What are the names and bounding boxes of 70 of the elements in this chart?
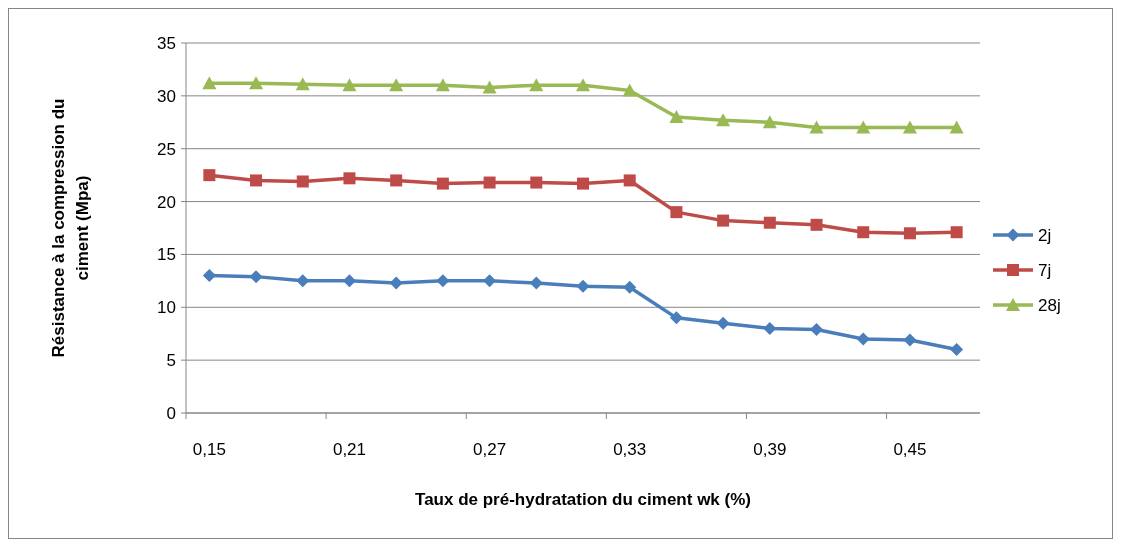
y-tick-label: 0 bbox=[166, 403, 176, 423]
point bbox=[203, 169, 216, 182]
point bbox=[950, 226, 963, 239]
point bbox=[296, 274, 310, 288]
legend-label: 28j bbox=[1038, 295, 1061, 315]
point bbox=[949, 120, 964, 134]
x-tick-label: 0,33 bbox=[613, 440, 647, 459]
legend-label: 7j bbox=[1038, 260, 1052, 280]
x-tick-label: 0,45 bbox=[893, 440, 927, 459]
x-tick-label: 0,39 bbox=[753, 440, 787, 459]
point bbox=[250, 174, 263, 187]
point bbox=[482, 80, 497, 94]
point bbox=[810, 322, 824, 336]
point bbox=[809, 120, 824, 134]
point bbox=[716, 316, 730, 330]
y-axis-title: Résistance à la compression du ciment (Mpa) bbox=[49, 98, 92, 358]
y-tick-label: 10 bbox=[157, 298, 176, 318]
point bbox=[762, 115, 777, 129]
point bbox=[389, 78, 404, 92]
point bbox=[576, 78, 590, 92]
point bbox=[903, 227, 916, 240]
point bbox=[296, 175, 309, 188]
point bbox=[623, 280, 637, 294]
y-tick-label: 30 bbox=[157, 86, 176, 106]
point bbox=[670, 206, 683, 219]
point bbox=[295, 77, 310, 91]
point bbox=[902, 120, 917, 134]
point bbox=[483, 176, 496, 189]
point bbox=[202, 76, 217, 90]
point bbox=[249, 270, 263, 284]
point bbox=[763, 216, 776, 229]
point bbox=[576, 279, 590, 293]
point bbox=[202, 269, 216, 283]
point bbox=[529, 78, 544, 92]
point bbox=[717, 214, 730, 227]
point bbox=[950, 343, 964, 357]
point bbox=[483, 274, 497, 288]
point bbox=[856, 332, 870, 346]
point bbox=[342, 78, 357, 92]
y-tick-label: 20 bbox=[157, 192, 176, 212]
x-tick-label: 0,21 bbox=[332, 440, 367, 459]
legend-label: 2j bbox=[1038, 225, 1052, 245]
point bbox=[763, 321, 777, 335]
x-tick-label: 0,15 bbox=[192, 440, 226, 459]
x-tick-label: 0,27 bbox=[473, 440, 507, 459]
point bbox=[810, 218, 823, 231]
point bbox=[342, 274, 356, 288]
point bbox=[529, 276, 543, 290]
y-tick-label: 25 bbox=[157, 139, 176, 159]
point bbox=[857, 226, 870, 239]
point bbox=[436, 274, 450, 288]
point bbox=[435, 78, 450, 92]
y-tick-label: 5 bbox=[166, 351, 176, 371]
point bbox=[903, 333, 917, 347]
point bbox=[623, 174, 636, 187]
point bbox=[389, 276, 403, 290]
point bbox=[669, 311, 683, 325]
point bbox=[622, 83, 637, 97]
point bbox=[577, 177, 589, 190]
y-tick-label: 35 bbox=[157, 33, 176, 53]
point bbox=[436, 177, 449, 190]
point bbox=[249, 76, 264, 90]
point bbox=[856, 120, 871, 134]
point bbox=[530, 176, 543, 189]
y-tick-label: 15 bbox=[157, 245, 176, 265]
point bbox=[343, 172, 356, 185]
x-axis-title: Taux de pré-hydratation du ciment wk (%) bbox=[415, 490, 751, 509]
point bbox=[390, 174, 403, 187]
point bbox=[669, 110, 684, 123]
point bbox=[716, 113, 731, 127]
